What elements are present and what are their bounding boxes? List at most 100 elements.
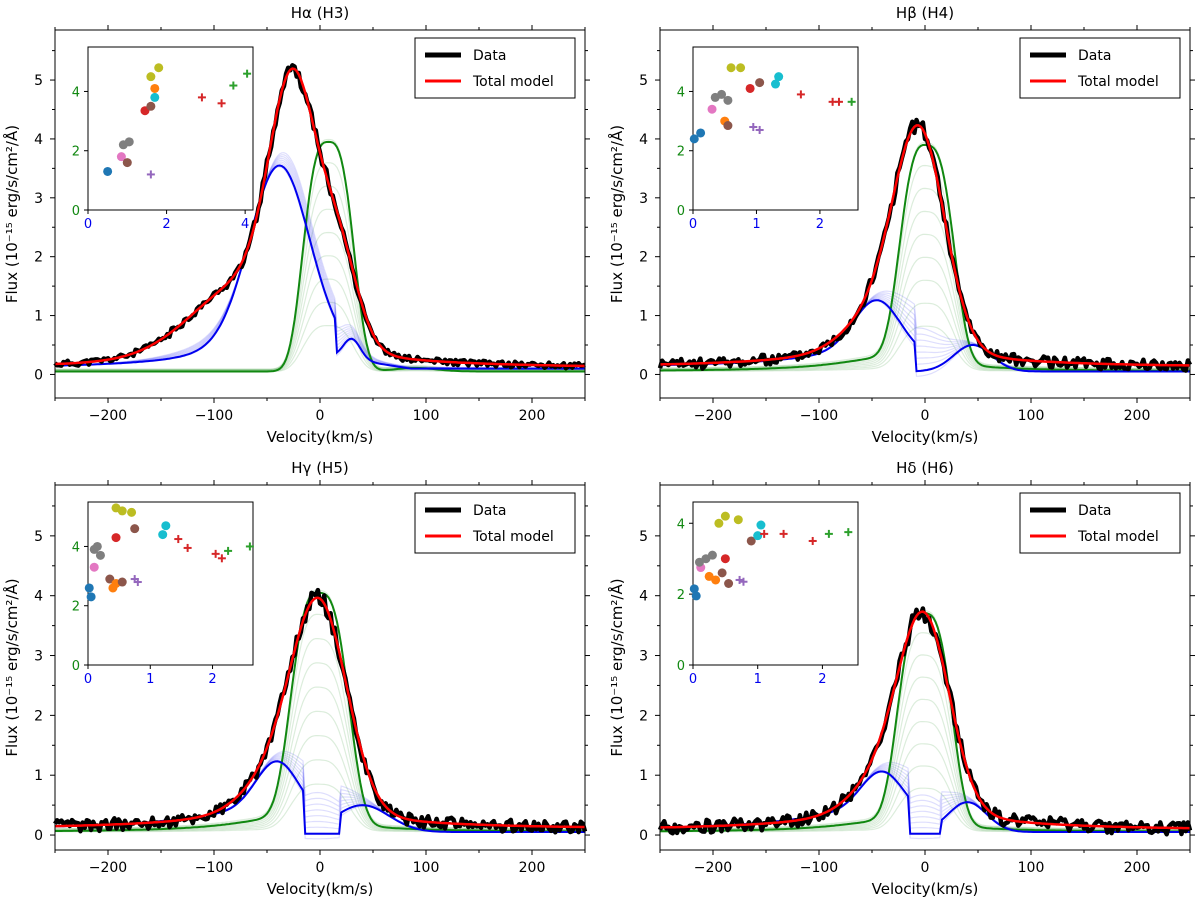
green-component-line (660, 721, 1190, 832)
inset-plus-marker (197, 93, 206, 102)
inset-point (124, 137, 134, 147)
inset-point (689, 584, 699, 594)
x-axis-label: Velocity(km/s) (872, 880, 979, 898)
inset-point (746, 536, 756, 546)
inset-point (84, 583, 94, 593)
inset-y-tick-label: 2 (677, 588, 685, 603)
inset-plus-marker (245, 542, 254, 551)
y-tick-label: 1 (639, 309, 648, 325)
panel-hdelta: Hδ (H6)−200 −100 0 100 200012345Velocity(km/… (607, 459, 1195, 898)
green-component-line (660, 279, 1190, 372)
inset-plus-marker (224, 546, 233, 555)
inset-x-tick-label: 0 (689, 217, 697, 232)
legend-box (1019, 37, 1181, 99)
legend: Data Total model (1019, 492, 1181, 554)
inset-point (122, 158, 132, 168)
inset-point (707, 104, 717, 114)
inset-x-tick-label: 2 (162, 217, 170, 232)
y-tick-label: 5 (34, 529, 43, 545)
inset-plus-marker (739, 577, 748, 586)
green-component-line (55, 710, 585, 832)
inset-plus-marker (844, 528, 853, 537)
inset-plus-marker (229, 81, 238, 90)
inset-point (720, 511, 730, 521)
inset-point (771, 79, 780, 89)
green-component-line (55, 208, 585, 371)
inset-plus-marker (174, 535, 183, 544)
y-tick-label: 1 (34, 768, 43, 784)
inset-point (707, 550, 717, 560)
legend-data-label: Data (1078, 503, 1111, 519)
inset-plus-marker (755, 125, 764, 134)
inset-plus-marker (824, 529, 833, 538)
panel-title: Hβ (H4) (896, 4, 954, 22)
inset-point (150, 83, 160, 93)
y-tick-label: 4 (34, 132, 43, 148)
x-axis-label: Velocity(km/s) (267, 428, 374, 446)
panel-title: Hγ (H5) (291, 459, 348, 477)
inset-point (724, 579, 734, 588)
panel-halpha: Hα (H3)−200 −100 0 100 200012345Velocity(km/… (2, 4, 590, 446)
x-tick-label: −100 (800, 408, 838, 424)
x-axis-label: Velocity(km/s) (267, 880, 374, 898)
inset-x-tick-label: 0 (84, 217, 92, 232)
model-series-line (659, 610, 1191, 830)
inset-point (92, 541, 102, 551)
x-axis-label: Velocity(km/s) (872, 428, 979, 446)
panel-title: Hα (H3) (291, 4, 349, 22)
y-tick-label: 2 (639, 250, 648, 266)
green-component-line (660, 256, 1190, 371)
legend: Data Total model (1019, 37, 1181, 99)
inset-point (691, 591, 701, 601)
inset-point (756, 520, 766, 530)
y-tick-label: 4 (34, 589, 43, 605)
x-tick-label: 0 (316, 408, 325, 424)
y-tick-label: 0 (639, 367, 648, 383)
model-series-line (54, 67, 586, 368)
legend-data-label: Data (473, 48, 506, 64)
y-axis-label: Flux (10⁻¹⁵ erg/s/cm²/Å) (2, 125, 21, 303)
inset-y-tick-label: 4 (72, 85, 80, 100)
inset-point (86, 592, 96, 602)
y-tick-label: 0 (639, 828, 648, 844)
inset-plus-marker (217, 99, 226, 108)
y-axis-label: Flux (10⁻¹⁵ erg/s/cm²/Å) (2, 578, 21, 756)
y-tick-label: 1 (639, 768, 648, 784)
legend-box (414, 492, 576, 554)
inset-point (158, 530, 168, 540)
y-tick-label: 4 (639, 589, 648, 605)
inset-point (696, 128, 706, 138)
inset-plus-marker (133, 578, 142, 587)
inset-point (720, 554, 730, 564)
y-tick-label: 3 (34, 191, 43, 207)
inset-frame (692, 46, 859, 211)
inset-x-tick-label: 2 (208, 672, 216, 687)
inset-point (711, 575, 721, 585)
legend: Data Total model (414, 37, 576, 99)
inset-plus-marker (146, 170, 155, 179)
legend-model-label: Total model (472, 74, 554, 90)
legend-model-label: Total model (1077, 74, 1159, 90)
y-axis-label: Flux (10⁻¹⁵ erg/s/cm²/Å) (607, 578, 626, 756)
y-tick-label: 0 (34, 367, 43, 383)
inset-x-tick-label: 2 (818, 672, 826, 687)
inset-x-tick-label: 1 (146, 672, 154, 687)
y-tick-label: 5 (639, 529, 648, 545)
green-component-line (55, 638, 585, 831)
inset-x-tick-label: 1 (754, 672, 762, 687)
inset-y-tick-label: 4 (72, 540, 80, 555)
x-tick-label: −200 (89, 860, 127, 876)
legend: Data Total model (414, 492, 576, 554)
x-tick-label: −200 (694, 860, 732, 876)
y-tick-label: 3 (639, 649, 648, 665)
inset-plus-marker (243, 69, 252, 78)
x-tick-label: 200 (1124, 860, 1151, 876)
inset-point (105, 574, 115, 584)
x-tick-label: 200 (519, 408, 546, 424)
panel-hgamma: Hγ (H5)−200 −100 0 100 200012345Velocity(km/… (2, 459, 590, 898)
x-tick-label: −100 (800, 860, 838, 876)
inset-y-tick-label: 0 (72, 659, 80, 674)
inset-point (755, 78, 765, 88)
inset-plot: 0 1 2 0 2 4 (677, 46, 859, 232)
